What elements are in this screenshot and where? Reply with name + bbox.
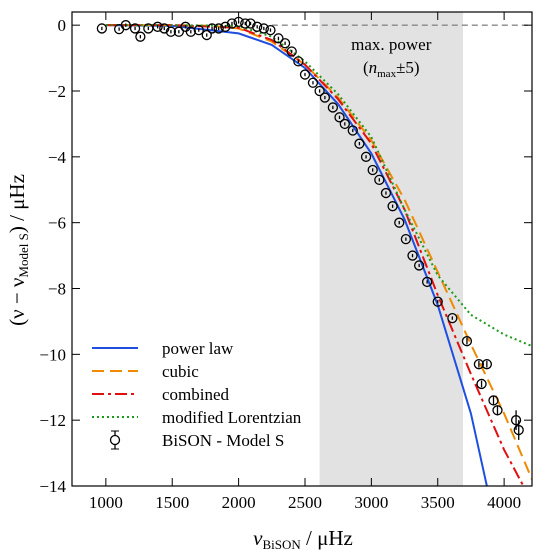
x-axis-label: νBiSON / μHz [253,526,353,552]
data-point [201,29,212,41]
data-point [286,46,297,57]
data-point [265,24,276,36]
x-tick-label: 4000 [487,493,521,512]
legend-label: cubic [162,362,199,381]
data-point [421,276,433,288]
x-tick-label: 1000 [89,493,123,512]
annotation-part: n [369,58,378,77]
data-point [293,56,304,67]
data-point [273,33,284,44]
data-point [120,20,131,31]
legend-label: combined [162,385,230,404]
y-tick-label: −8 [48,280,66,299]
x-tick-label: 3500 [421,493,455,512]
data-point [492,405,503,416]
annotation-part: max [377,68,396,80]
data-point [347,125,358,136]
data-point [473,359,485,370]
data-point [327,102,339,113]
data-point [245,18,256,29]
fit-line [105,24,532,480]
data-point [159,23,170,34]
y-tick-label: −6 [48,214,66,233]
data-point [193,24,204,36]
annotation-part: ( [363,58,369,77]
data-point [240,18,251,29]
annotation: (nmax±5) [363,58,420,80]
y-tick-label: −14 [39,477,66,496]
data-point [414,260,425,271]
y-tick-label: −4 [48,148,67,167]
data-point [165,26,177,37]
data-point [394,217,405,228]
data-point [513,424,524,436]
data-point [374,174,385,186]
data-point [387,201,398,212]
data-point [279,38,291,49]
data-point [206,23,218,34]
data-point [360,151,372,162]
data-point [213,23,224,34]
data-point [226,18,238,29]
legend-symbol [109,434,121,446]
fit-line [105,24,532,348]
max-power-region [319,12,463,486]
data-point [258,23,269,34]
data-point [129,23,141,34]
data-point [220,21,231,32]
legend-label: BiSON - Model S [162,431,284,450]
data-point [314,85,325,97]
data-point [252,21,263,32]
plot-frame [71,11,533,487]
x-tick-label: 2500 [288,493,322,512]
data-point [407,250,418,261]
data-point [319,92,331,103]
y-tick-label: −2 [48,82,66,101]
data-point [476,378,487,390]
data-point [380,187,392,199]
data-point [334,112,345,123]
y-tick-label: −10 [39,345,66,364]
data-point [173,26,185,37]
y-axis-label: (ν − νModel S) / μHz [5,174,31,326]
y-tick-label: 0 [58,16,67,35]
data-point [461,336,473,347]
data-point [510,415,522,426]
annotation: max. power [351,35,432,54]
data-point [447,312,458,324]
data-point [135,31,146,42]
data-point [339,118,350,130]
data-point [400,233,412,245]
data-point [354,138,365,149]
data-point [185,26,196,37]
x-tick-label: 2000 [222,493,256,512]
fit-line [105,24,525,486]
data-point [432,296,443,307]
data-point [152,21,163,32]
data-point [299,69,311,80]
x-tick-label: 1500 [155,493,189,512]
data-point [481,359,493,370]
data-point [96,23,108,34]
annotation-part: ±5) [396,58,420,77]
data-point [307,77,319,88]
data-point [488,395,499,406]
legend-label: power law [162,339,234,358]
y-tick-label: −12 [39,411,66,430]
legend-label: modified Lorentzian [162,408,302,427]
x-tick-label: 3000 [354,493,388,512]
data-point [367,164,378,176]
